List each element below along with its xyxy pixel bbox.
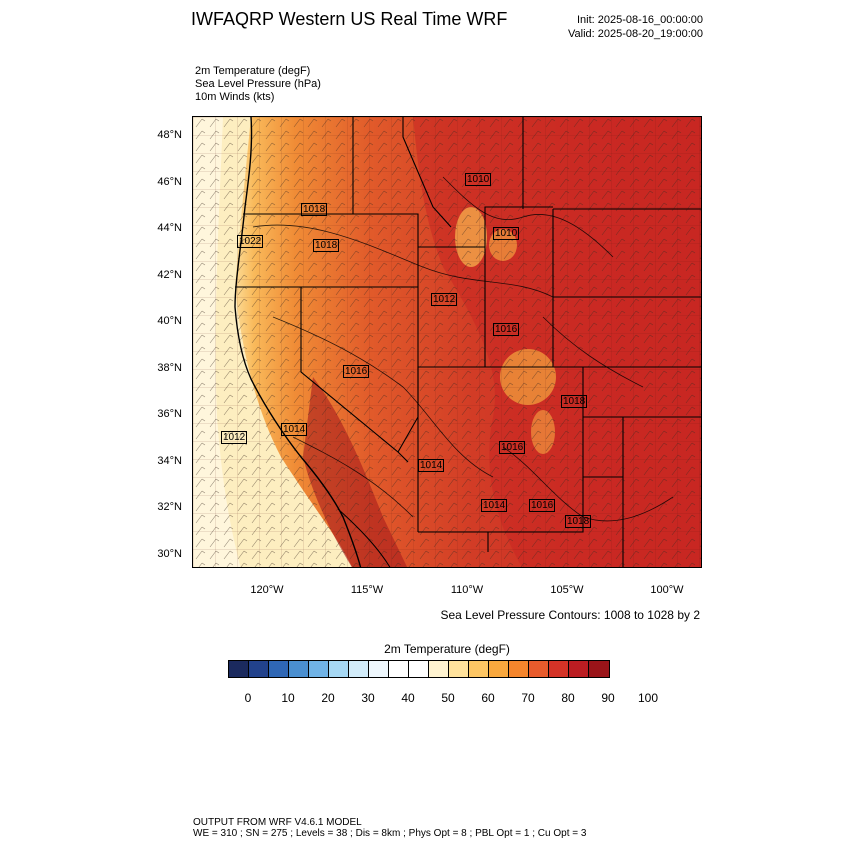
isobar-label: 1016 <box>529 499 556 512</box>
lat-label-48n: 48°N <box>157 129 182 141</box>
colorbar-tick-label: 0 <box>244 691 252 705</box>
colorbar-tick-label: 80 <box>561 691 575 705</box>
colorbar-tick-label: 90 <box>601 691 615 705</box>
isobar-label: 1014 <box>481 499 508 512</box>
isobar-label: 1012 <box>221 431 248 444</box>
colorbar-cell <box>429 661 449 677</box>
colorbar-cell <box>389 661 409 677</box>
valid-time: Valid: 2025-08-20_19:00:00 <box>568 28 703 40</box>
colorbar-cell <box>449 661 469 677</box>
isobar-label: 1010 <box>493 227 520 240</box>
colorbar-cell <box>529 661 549 677</box>
colorbar-cell <box>349 661 369 677</box>
lat-label-32n: 32°N <box>157 501 182 513</box>
colorbar-tick-label: 70 <box>521 691 535 705</box>
lon-label-100w: 100°W <box>650 584 684 596</box>
colorbar-tick-label: 40 <box>401 691 415 705</box>
isobar-contours <box>252 176 674 522</box>
isobar-label: 1018 <box>301 203 328 216</box>
colorbar-tick-label: 50 <box>441 691 455 705</box>
pressure-variable-label: Sea Level Pressure (hPa) <box>195 78 321 90</box>
colorbar-cell <box>589 661 609 677</box>
model-info-line2: WE = 310 ; SN = 275 ; Levels = 38 ; Dis … <box>193 828 587 839</box>
baja-coastline <box>337 508 391 567</box>
isobar-label: 1012 <box>431 293 458 306</box>
model-info-line1: OUTPUT FROM WRF V4.6.1 MODEL <box>193 817 362 828</box>
init-time: Init: 2025-08-16_00:00:00 <box>577 14 703 26</box>
lat-label-38n: 38°N <box>157 362 182 374</box>
lat-label-30n: 30°N <box>157 548 182 560</box>
colorbar-cell <box>269 661 289 677</box>
isobar-label: 1010 <box>465 173 492 186</box>
colorbar-cell <box>409 661 429 677</box>
map-title: IWFAQRP Western US Real Time WRF <box>191 9 508 29</box>
colorbar-cell <box>489 661 509 677</box>
temperature-map <box>193 117 701 567</box>
lat-label-36n: 36°N <box>157 408 182 420</box>
colorbar-cell <box>289 661 309 677</box>
colorbar-tick-label: 100 <box>637 691 659 705</box>
isobar-label: 1018 <box>561 395 588 408</box>
colorbar-cell <box>249 661 269 677</box>
isobar-label: 1018 <box>313 239 340 252</box>
state-boundaries <box>235 117 701 567</box>
colorbar-cell <box>569 661 589 677</box>
isobar-label: 1014 <box>418 459 445 472</box>
colorbar-tick-label: 30 <box>361 691 375 705</box>
colorbar-cell <box>309 661 329 677</box>
map-panel: 1010 1018 1022 1018 1016 1010 1012 1016 1018 1014… <box>192 116 702 568</box>
winds-variable-label: 10m Winds (kts) <box>195 91 275 103</box>
isobar-label: 1016 <box>493 323 520 336</box>
lon-label-110w: 110°W <box>450 584 484 596</box>
temperature-variable-label: 2m Temperature (degF) <box>195 65 311 77</box>
colorbar-cell <box>229 661 249 677</box>
lat-label-34n: 34°N <box>157 455 182 467</box>
colorbar-title: 2m Temperature (degF) <box>384 642 510 656</box>
lat-label-44n: 44°N <box>157 222 182 234</box>
lon-label-115w: 115°W <box>350 584 384 596</box>
isobar-label: 1016 <box>343 365 370 378</box>
contour-note: Sea Level Pressure Contours: 1008 to 102… <box>440 608 701 622</box>
lat-label-42n: 42°N <box>157 269 182 281</box>
lat-label-40n: 40°N <box>157 315 182 327</box>
lon-label-120w: 120°W <box>250 584 284 596</box>
colorbar-cell <box>369 661 389 677</box>
colorbar-cell <box>509 661 529 677</box>
coastline <box>234 117 362 567</box>
isobar-label: 1016 <box>499 441 526 454</box>
isobar-label: 1018 <box>565 515 592 528</box>
lon-label-105w: 105°W <box>550 584 584 596</box>
colorbar-tick-label: 20 <box>321 691 335 705</box>
isobar-label: 1022 <box>237 235 264 248</box>
colorbar-tick-label: 60 <box>481 691 495 705</box>
wind-barbs <box>193 117 701 567</box>
lat-label-46n: 46°N <box>157 176 182 188</box>
isobar-label: 1014 <box>281 423 308 436</box>
colorbar <box>228 660 610 678</box>
colorbar-tick-label: 10 <box>281 691 295 705</box>
colorbar-cell <box>329 661 349 677</box>
colorbar-cell <box>469 661 489 677</box>
colorbar-cell <box>549 661 569 677</box>
